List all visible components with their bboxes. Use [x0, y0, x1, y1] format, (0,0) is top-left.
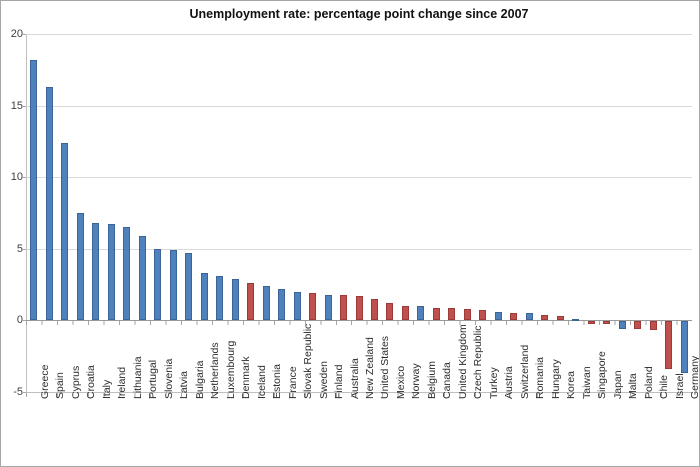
bar-luxembourg — [216, 276, 224, 321]
y-tick-label-5: 5 — [16, 242, 23, 255]
bar-france — [278, 288, 286, 321]
bar-croatia — [76, 213, 84, 321]
bar-australia — [340, 294, 347, 321]
bar-israel — [665, 321, 673, 369]
bar-italy — [92, 223, 100, 321]
gridline-10 — [26, 177, 692, 179]
category-tick-strip — [26, 321, 692, 326]
bar-new-zealand — [355, 296, 363, 321]
bar-lithuania — [123, 227, 131, 321]
y-axis-tick — [22, 177, 26, 179]
y-tick-label-0: 0 — [16, 314, 23, 327]
category-tick-strip — [26, 393, 692, 397]
y-axis-tick — [22, 248, 26, 250]
chart-title: Unemployment rate: percentage point chan… — [189, 7, 529, 21]
y-tick-label-15: 15 — [10, 99, 23, 112]
plot-area — [26, 34, 692, 393]
bar-belgium — [417, 306, 425, 321]
bar-finland — [324, 294, 332, 321]
gridline-0 — [26, 320, 692, 322]
bar-estonia — [262, 286, 270, 321]
bar-taiwan — [572, 318, 580, 321]
bar-united-states — [370, 298, 378, 321]
y-axis-tick — [22, 105, 26, 107]
bar-greece — [30, 59, 38, 321]
bar-denmark — [231, 278, 239, 321]
bar-netherlands — [200, 273, 208, 321]
bar-latvia — [169, 250, 177, 321]
bar-turkey — [479, 310, 487, 321]
bar-iceland — [247, 283, 255, 321]
gridline--5 — [26, 392, 692, 393]
bar-slovenia — [154, 248, 162, 321]
bar-switzerland — [510, 313, 518, 321]
bar-norway — [401, 306, 409, 321]
bar-cyprus — [61, 142, 69, 321]
bar-czech-republic — [463, 308, 471, 321]
bar-portugal — [138, 235, 146, 321]
bar-bulgaria — [185, 253, 193, 321]
bar-korea — [556, 316, 564, 321]
gridline-5 — [26, 248, 692, 250]
y-axis-line — [26, 34, 27, 392]
bar-mexico — [386, 303, 394, 321]
y-axis-tick — [22, 320, 26, 322]
bar-sweden — [309, 293, 317, 321]
gridline-20 — [26, 34, 692, 35]
bar-canada — [432, 307, 440, 321]
bar-austria — [494, 311, 502, 321]
y-axis-tick — [22, 34, 26, 35]
bar-slovak-republic — [293, 291, 301, 321]
bar-germany — [680, 321, 688, 373]
bar-united-kingdom — [448, 307, 456, 321]
y-tick-label-20: 20 — [10, 28, 23, 40]
bar-ireland — [107, 224, 115, 321]
bar-romania — [525, 313, 533, 321]
y-tick-label-10: 10 — [10, 171, 23, 184]
gridline-15 — [26, 105, 692, 107]
bar-hungary — [541, 314, 549, 321]
y-axis-tick — [22, 392, 26, 393]
bar-spain — [45, 86, 53, 321]
y-tick-label--5: -5 — [13, 386, 23, 398]
